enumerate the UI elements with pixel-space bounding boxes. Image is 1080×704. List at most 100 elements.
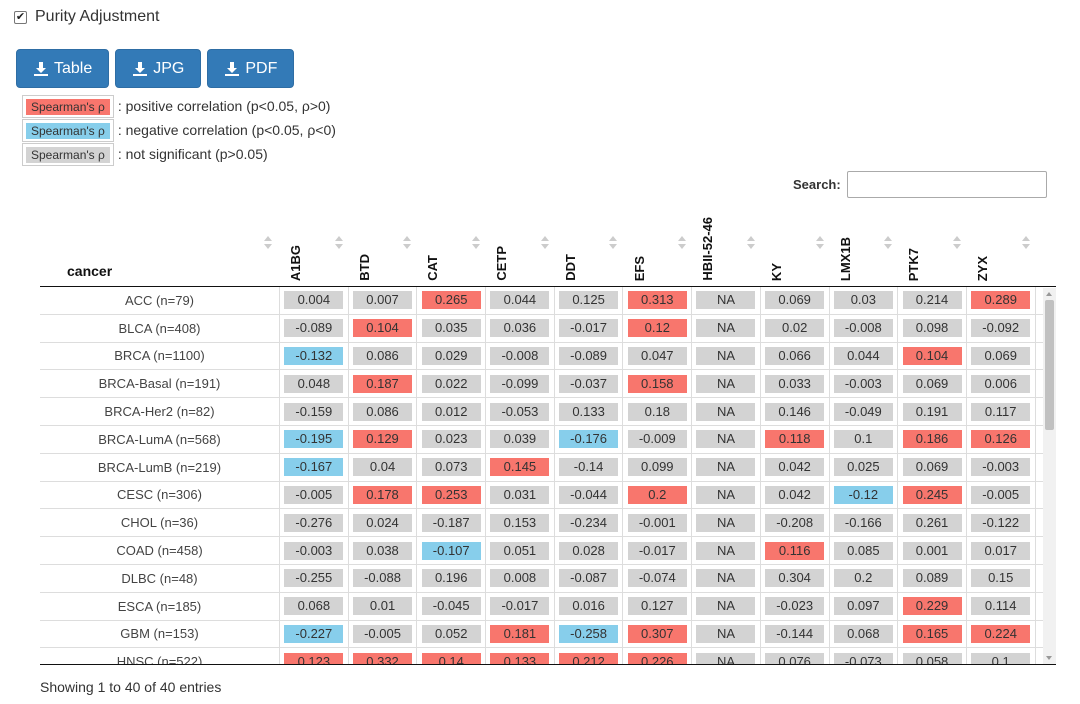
correlation-value: -0.049 xyxy=(833,402,893,421)
download-jpg-button[interactable]: JPG xyxy=(115,49,202,88)
correlation-value: 0.214 xyxy=(902,291,962,310)
correlation-value: 0.029 xyxy=(421,346,481,365)
scroll-up-arrow-icon[interactable] xyxy=(1046,292,1052,296)
column-header-ky[interactable]: KY xyxy=(761,200,830,287)
correlation-value: 0.069 xyxy=(971,346,1031,365)
correlation-cell: NA xyxy=(692,537,761,564)
sort-icon[interactable] xyxy=(884,236,893,252)
checkbox-icon[interactable]: ✔ xyxy=(14,10,27,24)
column-header-zyx[interactable]: ZYX xyxy=(967,200,1036,287)
correlation-value: 0.042 xyxy=(765,458,825,477)
download-table-button[interactable]: Table xyxy=(16,49,110,88)
correlation-cell: 0.016 xyxy=(555,592,624,620)
column-header-hbii-52-46[interactable]: HBII-52-46 xyxy=(692,200,761,287)
correlation-value: -0.166 xyxy=(833,513,893,532)
correlation-value: NA xyxy=(696,624,756,643)
correlation-cell: 0.068 xyxy=(830,620,899,648)
correlation-value: -0.087 xyxy=(559,569,619,588)
correlation-value: 0.028 xyxy=(559,541,619,560)
sort-icon[interactable] xyxy=(815,236,824,252)
correlation-value: 0.265 xyxy=(421,291,481,310)
column-header-efs[interactable]: EFS xyxy=(624,200,693,287)
correlation-cell: 0.133 xyxy=(486,648,555,664)
download-pdf-button[interactable]: PDF xyxy=(207,49,295,88)
legend-not-significant: Spearman's ρ : not significant (p>0.05) xyxy=(22,142,336,166)
column-header-ptk7[interactable]: PTK7 xyxy=(898,200,967,287)
cancer-cell: BRCA (n=1100) xyxy=(40,342,280,370)
sort-icon[interactable] xyxy=(1021,236,1030,252)
table-scrollbar[interactable] xyxy=(1043,288,1056,664)
column-header-ddt[interactable]: DDT xyxy=(555,200,624,287)
correlation-value: 0.15 xyxy=(971,569,1031,588)
correlation-cell: 0.069 xyxy=(967,342,1036,370)
correlation-cell: 0.2 xyxy=(623,481,693,509)
correlation-cell: -0.044 xyxy=(555,481,624,509)
sort-icon[interactable] xyxy=(540,236,549,252)
correlation-value: 0.117 xyxy=(971,402,1031,421)
column-header-a1bg[interactable]: A1BG xyxy=(280,200,349,287)
correlation-cell: 0.313 xyxy=(623,287,693,314)
column-header-cancer[interactable]: cancer xyxy=(40,200,280,287)
table-row: BRCA-LumA (n=568) -0.195 0.129 0.023 0.039 -0… xyxy=(40,425,1056,454)
column-label: CAT xyxy=(425,255,441,281)
correlation-cell: NA xyxy=(692,287,761,314)
table-info: Showing 1 to 40 of 40 entries xyxy=(40,679,222,695)
sort-icon[interactable] xyxy=(609,236,618,252)
sort-icon[interactable] xyxy=(334,236,343,252)
column-header-cetp[interactable]: CETP xyxy=(486,200,555,287)
sort-icon[interactable] xyxy=(264,236,272,252)
correlation-cell: 0.229 xyxy=(898,592,967,620)
cancer-cell: COAD (n=458) xyxy=(40,537,280,564)
correlation-value: -0.132 xyxy=(284,346,344,365)
correlation-value: 0.186 xyxy=(902,430,962,449)
correlation-value: 0.001 xyxy=(902,541,962,560)
correlation-cell: -0.166 xyxy=(830,509,899,537)
correlation-cell: 0.14 xyxy=(417,648,487,664)
column-header-btd[interactable]: BTD xyxy=(349,200,418,287)
correlation-value: -0.187 xyxy=(421,513,481,532)
correlation-value: NA xyxy=(696,597,756,616)
column-label: ZYX xyxy=(975,255,990,281)
correlation-value: 0.212 xyxy=(559,652,619,664)
correlation-value: 0.146 xyxy=(765,402,825,421)
correlation-cell: 0.178 xyxy=(349,481,418,509)
correlation-cell: 0.123 xyxy=(280,648,349,664)
correlation-value: 0.18 xyxy=(627,402,687,421)
correlation-cell: -0.276 xyxy=(280,509,349,537)
sort-icon[interactable] xyxy=(472,236,481,252)
cancer-cell: DLBC (n=48) xyxy=(40,564,280,592)
correlation-value: 0.133 xyxy=(490,652,550,664)
correlation-value: 0.024 xyxy=(353,513,413,532)
cancer-cell: HNSC (n=522) xyxy=(40,648,280,664)
scrollbar-thumb[interactable] xyxy=(1045,300,1054,430)
correlation-value: -0.089 xyxy=(284,319,344,338)
cancer-cell: ACC (n=79) xyxy=(40,287,280,314)
correlation-cell: 0.186 xyxy=(898,425,967,453)
sort-icon[interactable] xyxy=(403,236,412,252)
correlation-value: 0.086 xyxy=(353,402,413,421)
correlation-value: 0.073 xyxy=(421,458,481,477)
sort-icon[interactable] xyxy=(746,236,755,252)
column-header-lmx1b[interactable]: LMX1B xyxy=(830,200,899,287)
correlation-cell: 0.153 xyxy=(486,509,555,537)
correlation-cell: -0.107 xyxy=(417,537,487,564)
correlation-cell: NA xyxy=(692,425,761,453)
scroll-down-arrow-icon[interactable] xyxy=(1046,656,1052,660)
correlation-cell: 0.133 xyxy=(555,398,624,425)
search-input[interactable] xyxy=(846,171,1047,198)
sort-icon[interactable] xyxy=(678,236,687,252)
table-row: DLBC (n=48) -0.255 -0.088 0.196 0.008 -0.087-… xyxy=(40,564,1056,593)
sort-icon[interactable] xyxy=(952,236,961,252)
correlation-cell: NA xyxy=(692,648,761,664)
correlation-value: -0.005 xyxy=(353,624,413,643)
correlation-cell: 0.051 xyxy=(486,537,555,564)
correlation-cell: 0.304 xyxy=(761,564,830,592)
correlation-cell: 0.073 xyxy=(417,453,487,481)
column-header-cat[interactable]: CAT xyxy=(417,200,486,287)
purity-adjustment-checkbox[interactable]: ✔ Purity Adjustment xyxy=(14,8,160,26)
cancer-cell: BRCA-LumA (n=568) xyxy=(40,425,280,453)
correlation-cell: 0.085 xyxy=(830,537,899,564)
correlation-value: -0.008 xyxy=(490,346,550,365)
correlation-value: 0.099 xyxy=(627,458,687,477)
correlation-value: -0.234 xyxy=(559,513,619,532)
